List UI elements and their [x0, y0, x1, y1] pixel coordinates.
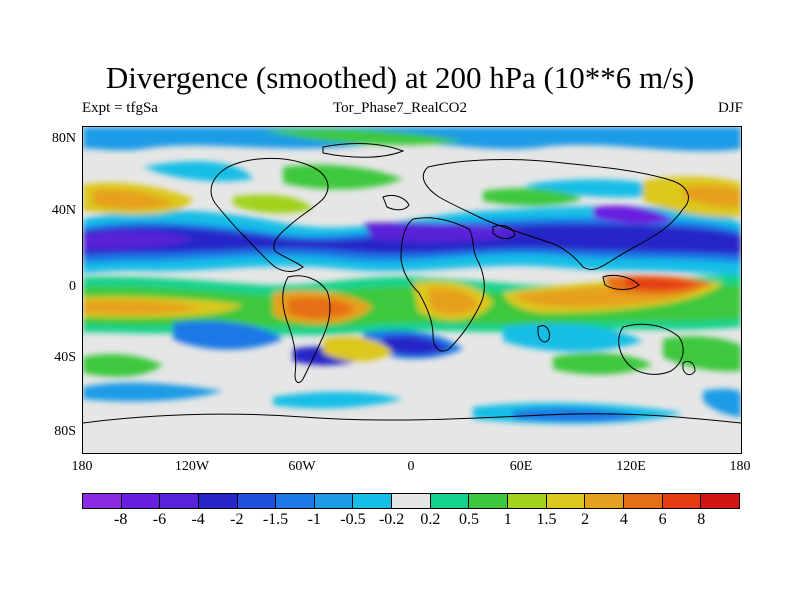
lon-label-120e: 120E	[616, 459, 646, 474]
colorbar-box	[585, 494, 624, 508]
lon-label-180w: 180	[71, 459, 93, 474]
colorbar-box	[430, 494, 470, 508]
colorbar-box	[662, 494, 702, 508]
colorbar-box	[237, 494, 277, 508]
coastlines	[83, 143, 741, 424]
lat-label-80n: 80N	[51, 131, 76, 146]
colorbar-box	[83, 494, 122, 508]
colorbar-label: 0.5	[459, 511, 480, 528]
colorbar-box	[546, 494, 586, 508]
lon-label-0: 0	[407, 459, 415, 474]
subtitle-right: DJF	[717, 100, 743, 116]
plot-title: Divergence (smoothed) at 200 hPa (10**6 …	[105, 60, 695, 95]
colorbar-box	[469, 494, 509, 508]
lat-label-0: 0	[69, 279, 76, 294]
colorbar-label: -0.5	[340, 511, 366, 528]
colorbar-label: 8	[697, 511, 706, 528]
colorbar-label: 4	[619, 511, 628, 528]
colorbar-box	[160, 494, 199, 508]
lat-label-40s: 40S	[54, 350, 76, 365]
colorbar-label: 1.5	[536, 511, 557, 528]
colorbar-box	[508, 494, 547, 508]
colorbar-label: -1.5	[262, 511, 289, 528]
colorbar-label: -8	[114, 511, 128, 528]
colorbar-box	[276, 494, 315, 508]
colorbar-box	[314, 494, 354, 508]
colorbar-label: -6	[152, 511, 167, 528]
colorbar-box	[701, 494, 739, 508]
colorbar-label: -2	[230, 511, 244, 528]
colorbar-label: -0.2	[378, 511, 405, 528]
colorbar-label: 2	[581, 511, 590, 528]
colorbar-box	[392, 494, 431, 508]
lon-label-180e: 180	[729, 459, 751, 474]
colorbar-box	[198, 494, 238, 508]
subtitle-center: Tor_Phase7_RealCO2	[333, 100, 467, 116]
lon-label-120w: 120W	[174, 459, 210, 474]
lat-label-80s: 80S	[54, 424, 76, 439]
colorbar-label: -4	[191, 511, 205, 528]
divergence-map	[82, 126, 742, 454]
colorbar-box	[353, 494, 393, 508]
colorbar	[82, 493, 740, 509]
lon-label-60w: 60W	[288, 459, 316, 474]
subtitle-left: Expt = tfgSa	[82, 100, 158, 116]
divergence-field	[83, 127, 741, 424]
colorbar-label: 1	[503, 511, 512, 528]
lon-label-60e: 60E	[509, 459, 533, 474]
lat-label-40n: 40N	[51, 203, 76, 218]
colorbar-label: 6	[658, 511, 667, 528]
colorbar-box	[121, 494, 161, 508]
colorbar-box	[623, 494, 663, 508]
colorbar-label: 0.2	[420, 511, 441, 528]
colorbar-label: -1	[307, 511, 321, 528]
